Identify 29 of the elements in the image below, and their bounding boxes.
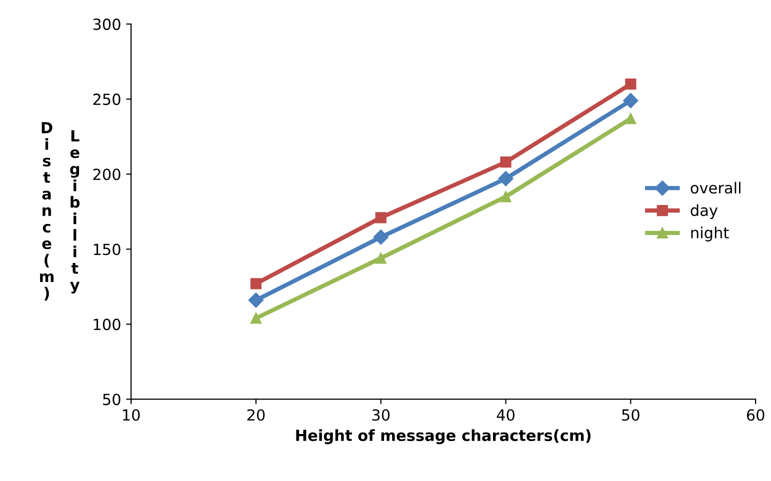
y-tick-label: 100 xyxy=(94,318,120,330)
point xyxy=(250,312,262,324)
legend-label: overall xyxy=(690,182,740,194)
y-tick-label: 200 xyxy=(93,168,120,180)
y-tick-label: 300 xyxy=(93,18,120,30)
y-tick-label: 50 xyxy=(103,394,120,406)
x-axis-title: Height of message characters(cm) xyxy=(296,429,591,444)
y-tick-label: 150 xyxy=(94,244,120,256)
legend-label: day xyxy=(690,204,718,220)
x-tick-label: 50 xyxy=(622,409,640,421)
point xyxy=(373,230,388,245)
x-tick-label: 10 xyxy=(123,409,140,421)
point xyxy=(500,191,512,202)
x-tick-label: 40 xyxy=(496,409,514,421)
point xyxy=(375,252,386,264)
y-tick-label: 250 xyxy=(93,94,120,106)
point xyxy=(623,93,638,108)
point xyxy=(625,113,636,124)
point xyxy=(498,171,514,186)
point xyxy=(250,278,262,290)
x-tick-label: 30 xyxy=(372,409,390,421)
point xyxy=(500,156,512,168)
text: Legibility Distance (m) xyxy=(40,122,80,301)
x-tick-label: 20 xyxy=(247,409,265,421)
point xyxy=(248,292,264,308)
point xyxy=(375,212,386,224)
point xyxy=(625,78,636,90)
legend-label: night xyxy=(691,226,729,242)
x-tick-label: 60 xyxy=(746,409,764,421)
